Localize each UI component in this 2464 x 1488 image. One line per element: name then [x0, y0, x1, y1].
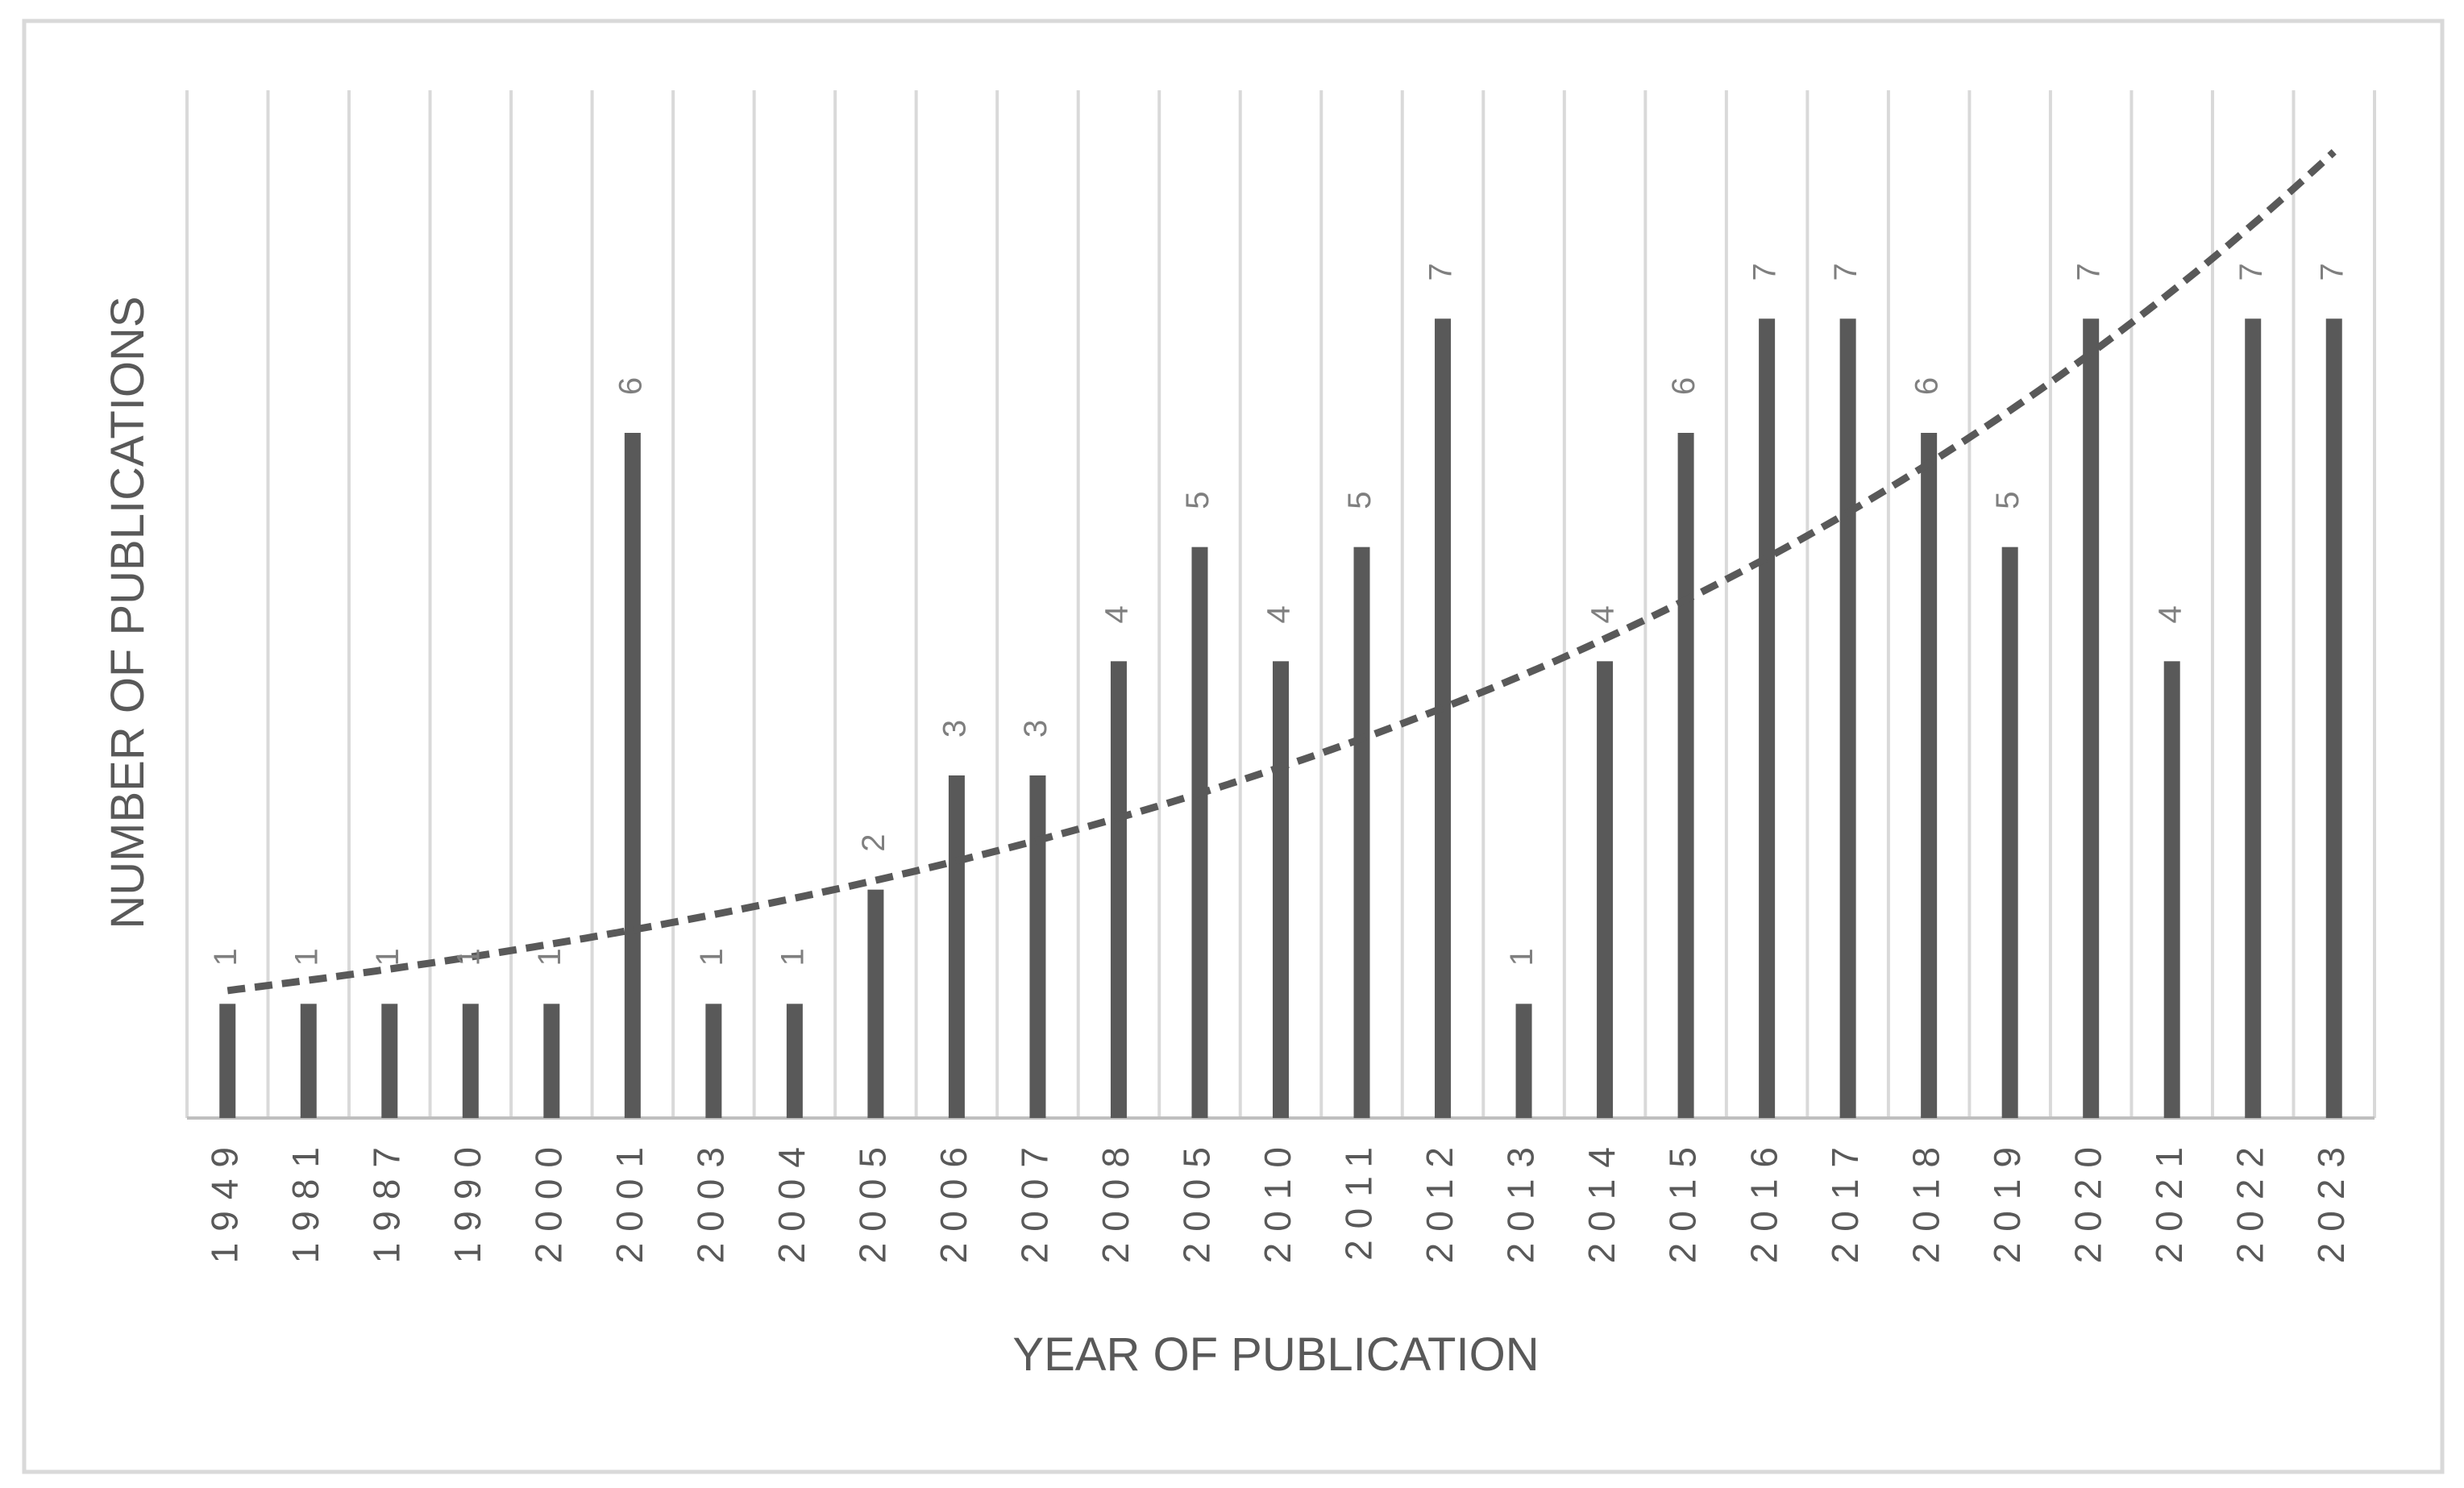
x-tick-label: 2022: [2229, 1136, 2271, 1263]
data-label: 4: [1261, 605, 1297, 623]
data-label: 1: [1504, 948, 1539, 966]
data-label: 1: [451, 948, 486, 966]
x-tick-label: 2020: [2067, 1136, 2109, 1263]
x-tick-label: 2013: [1500, 1136, 1542, 1263]
x-tick-label: 2019: [1986, 1136, 2028, 1263]
bar: [2163, 661, 2180, 1118]
data-label: 4: [2152, 605, 2188, 623]
bar: [462, 1004, 479, 1118]
data-label: 1: [289, 948, 324, 966]
gridlines: [185, 90, 2376, 1118]
bar: [1273, 661, 1289, 1118]
x-tick-label: 2012: [1419, 1136, 1461, 1263]
x-tick-label: 2010: [1257, 1136, 1298, 1263]
x-tick-label: 2018: [1905, 1136, 1947, 1263]
data-label: 2: [856, 834, 891, 852]
data-label: 6: [1909, 377, 1945, 395]
bar: [1029, 775, 1046, 1118]
bar: [1677, 433, 1694, 1118]
x-tick-labels: 1949 1981 1987 1990 2000 2001 2003 2004 2005 2006…: [203, 1136, 2351, 1263]
data-label: 1: [370, 948, 405, 966]
bar: [2325, 318, 2342, 1118]
data-label: 7: [1747, 263, 1783, 281]
bar: [1191, 547, 1208, 1118]
bar: [1353, 547, 1370, 1118]
data-label: 3: [1018, 720, 1053, 738]
data-label: 1: [775, 948, 810, 966]
x-tick-label: 1990: [447, 1136, 488, 1263]
data-label: 1: [532, 948, 567, 966]
trendline: [226, 149, 2337, 995]
data-label: 5: [1180, 492, 1215, 509]
data-label: 7: [1828, 263, 1864, 281]
bar: [2245, 318, 2262, 1118]
bar: [624, 433, 641, 1118]
data-label: 5: [1342, 492, 1377, 509]
x-tick-label: 2023: [2310, 1136, 2352, 1263]
data-label: 1: [208, 948, 243, 966]
x-tick-label: 2008: [1095, 1136, 1136, 1263]
data-label: 4: [1585, 605, 1621, 623]
x-tick-label: 1981: [285, 1136, 326, 1263]
x-tick-label: 2014: [1581, 1136, 1623, 1263]
bar: [1839, 318, 1856, 1118]
bar: [543, 1004, 560, 1118]
x-tick-label: 2015: [1662, 1136, 1704, 1263]
x-tick-label: 2006: [933, 1136, 974, 1263]
bar: [705, 1004, 722, 1118]
data-label: 3: [937, 720, 972, 738]
bar: [1597, 661, 1614, 1118]
x-tick-label: 2017: [1824, 1136, 1866, 1263]
x-tick-label: 2007: [1014, 1136, 1056, 1263]
bar: [948, 775, 965, 1118]
bar: [1515, 1004, 1532, 1118]
bar: [2083, 318, 2100, 1118]
y-axis-title: NUMBER OF PUBLICATIONS: [102, 296, 154, 929]
bar: [1435, 318, 1452, 1118]
bar: [867, 889, 884, 1118]
data-label: 6: [613, 377, 648, 395]
x-tick-label: 2016: [1743, 1136, 1785, 1263]
bar: [300, 1004, 317, 1118]
bar: [1921, 433, 1938, 1118]
x-tick-label: 1949: [203, 1136, 245, 1263]
bars: [219, 318, 2342, 1118]
data-label: 1: [694, 948, 729, 966]
bar: [219, 1004, 236, 1118]
data-label: 7: [2314, 263, 2350, 281]
data-label: 4: [1099, 605, 1135, 623]
data-label: 6: [1666, 377, 1702, 395]
x-tick-label: 2005: [852, 1136, 894, 1263]
data-label: 7: [1423, 263, 1459, 281]
data-label: 5: [1990, 492, 2026, 509]
data-label: 7: [2071, 263, 2107, 281]
chart-frame: [22, 19, 2445, 1474]
x-axis-title: YEAR OF PUBLICATION: [1012, 1328, 1539, 1381]
x-tick-label: 2021: [2148, 1136, 2190, 1263]
bar: [1759, 318, 1776, 1118]
x-tick-label: 2001: [609, 1136, 650, 1263]
x-tick-label: 2004: [771, 1136, 812, 1263]
x-tick-label: 2003: [690, 1136, 732, 1263]
x-tick-label: 2000: [527, 1136, 569, 1263]
x-tick-label: 1987: [365, 1136, 407, 1263]
bar: [786, 1004, 803, 1118]
bar: [381, 1004, 398, 1118]
bar: [2001, 547, 2018, 1118]
x-tick-label: 2011: [1338, 1136, 1380, 1261]
data-label: 7: [2233, 263, 2269, 281]
x-tick-label: 2005: [1176, 1136, 1218, 1263]
bar: [1110, 661, 1127, 1118]
